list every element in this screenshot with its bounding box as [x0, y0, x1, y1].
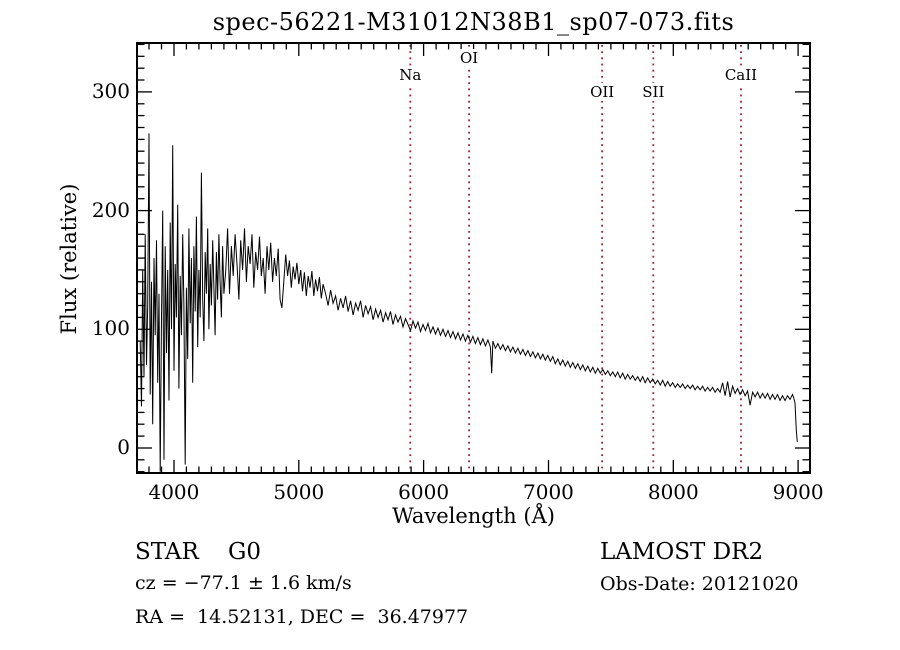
y-axis-title: Flux (relative)	[57, 183, 81, 335]
plot-title: spec-56221-M31012N38B1_sp07-073.fits	[212, 8, 735, 36]
y-tick-label: 100	[91, 316, 130, 341]
obs-date-label: Obs-Date: 20121020	[600, 573, 799, 595]
line-marker-label-caii: CaII	[722, 66, 760, 84]
x-tick-label: 9000	[772, 480, 824, 504]
y-tick-label: 300	[91, 78, 130, 103]
x-tick-label: 8000	[647, 480, 699, 504]
x-tick-label: 5000	[273, 480, 325, 504]
y-tick-label: 0	[117, 434, 130, 459]
plot-frame	[136, 42, 811, 474]
survey-label: LAMOST DR2	[600, 539, 764, 565]
x-tick-label: 4000	[148, 480, 200, 504]
classification-label: STAR G0	[135, 539, 262, 565]
ra-dec-label: RA = 14.52131, DEC = 36.47977	[135, 606, 469, 628]
line-marker-label-oi: OI	[457, 49, 481, 67]
spectrum-line	[139, 133, 798, 472]
line-marker-label-oii: OII	[588, 83, 617, 101]
x-axis-title: Wavelength (Å)	[392, 504, 555, 528]
x-tick-label: 7000	[523, 480, 574, 504]
radial-velocity-label: cz = −77.1 ± 1.6 km/s	[135, 572, 352, 594]
line-marker-label-sii: SII	[640, 83, 667, 101]
x-tick-label: 6000	[398, 480, 450, 504]
y-tick-label: 200	[91, 197, 130, 222]
line-marker-label-na: Na	[397, 66, 424, 84]
